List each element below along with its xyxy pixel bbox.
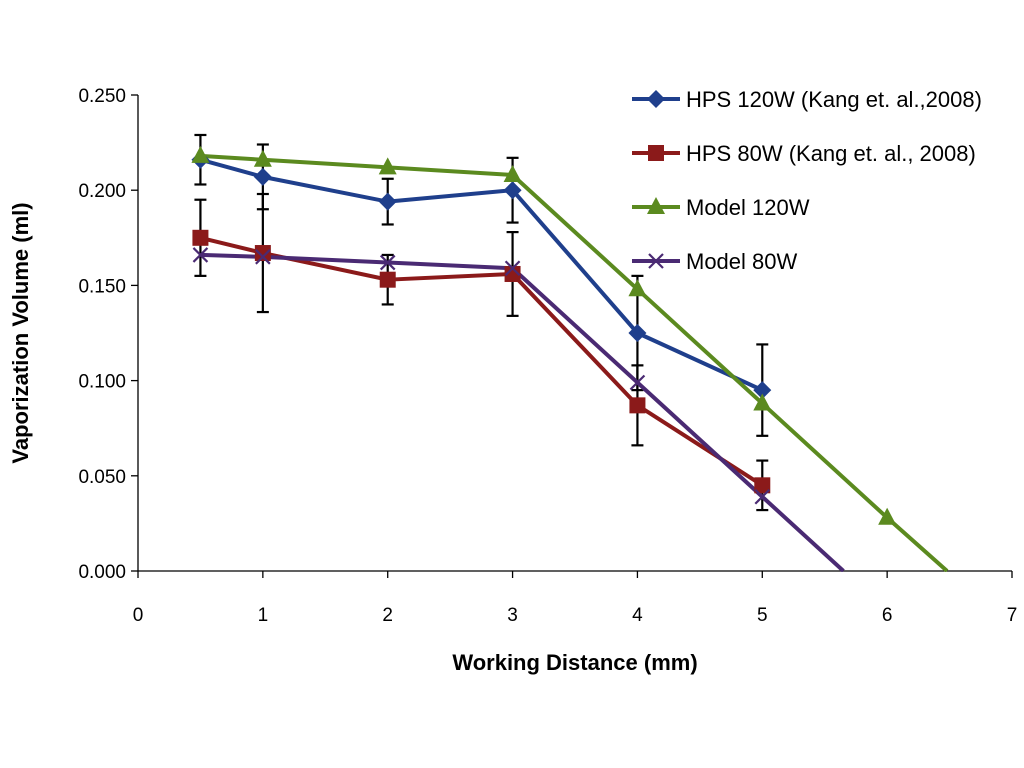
data-point	[628, 279, 647, 297]
data-point	[754, 488, 771, 505]
legend-item-2: HPS 80W (Kang et. al., 2008)	[632, 141, 976, 166]
data-point	[504, 260, 521, 277]
y-tick-label: 0.000	[78, 562, 126, 583]
legend-label: Model 120W	[686, 195, 810, 220]
x-tick-label: 3	[507, 605, 518, 626]
data-point	[253, 149, 272, 167]
data-point	[378, 192, 397, 211]
series-lines	[199, 153, 949, 572]
legend-marker	[647, 197, 665, 214]
data-point	[629, 374, 646, 391]
x-tick-label: 0	[133, 605, 144, 626]
x-axis-title: Working Distance (mm)	[452, 650, 697, 675]
data-point	[503, 181, 522, 200]
series-markers	[191, 145, 897, 525]
x-tick-label: 5	[757, 605, 768, 626]
legend-item-1: HPS 120W (Kang et. al.,2008)	[632, 87, 982, 112]
y-tick-label: 0.100	[78, 372, 126, 393]
data-point	[629, 397, 646, 414]
y-tick-label: 0.150	[78, 276, 126, 297]
data-point	[504, 265, 521, 282]
data-point	[192, 229, 209, 246]
x-tick-label: 2	[382, 605, 393, 626]
data-point	[753, 393, 772, 411]
legend-label: HPS 120W (Kang et. al.,2008)	[686, 87, 982, 112]
data-point	[255, 249, 271, 265]
data-point	[753, 381, 772, 400]
data-point	[878, 507, 897, 525]
data-point	[192, 247, 209, 263]
data-point	[191, 145, 210, 163]
series-line-1	[199, 157, 764, 392]
legend-marker	[648, 253, 664, 269]
y-tick-label: 0.250	[78, 86, 126, 107]
data-point	[378, 157, 397, 175]
data-point	[253, 167, 272, 186]
legend-label: Model 80W	[686, 249, 798, 274]
y-tick-label: 0.050	[78, 467, 126, 488]
data-point	[254, 245, 271, 262]
series-line-4	[200, 252, 845, 572]
data-point	[503, 164, 522, 182]
legend-marker	[647, 90, 665, 108]
legend: HPS 120W (Kang et. al.,2008) HPS 80W (Kan…	[632, 87, 982, 274]
series-line-2	[199, 235, 764, 488]
legend-item-4: Model 80W	[632, 249, 798, 274]
legend-marker	[648, 145, 664, 161]
legend-item-3: Model 120W	[632, 195, 810, 220]
data-point	[379, 271, 396, 288]
x-tick-label: 6	[882, 605, 893, 626]
series-line-3	[200, 153, 949, 572]
x-tick-label: 4	[632, 605, 643, 626]
legend-label: HPS 80W (Kang et. al., 2008)	[686, 141, 976, 166]
x-tick-label: 1	[258, 605, 269, 626]
data-point	[379, 254, 396, 271]
y-axis-title: Vaporization Volume (ml)	[8, 202, 33, 463]
y-tick-label: 0.200	[78, 181, 126, 202]
axes: 0.000 0.050 0.100 0.150 0.200 0.250 0 1 2 3 4 5 6 7	[78, 86, 1017, 626]
data-point	[628, 324, 647, 342]
x-tick-label: 7	[1007, 605, 1018, 626]
data-point	[754, 477, 771, 494]
